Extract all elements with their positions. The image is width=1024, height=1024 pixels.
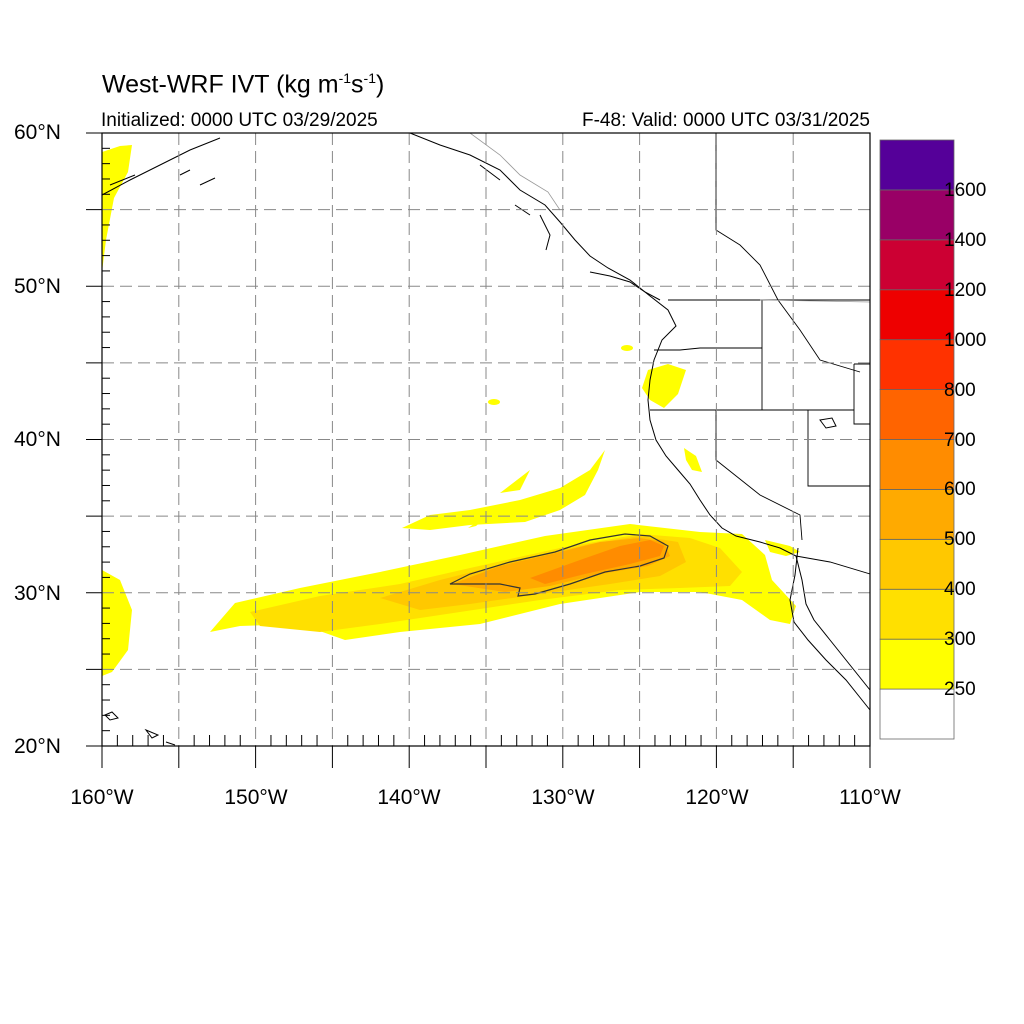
valid-time-label: F-48: Valid: 0000 UTC 03/31/2025 [582,110,870,131]
colorbar-label: 1600 [944,179,987,201]
colorbar-box [879,489,955,540]
colorbar-box [879,538,955,590]
colorbar-label: 1400 [944,229,987,251]
colorbar [879,139,955,740]
lon-label-110w: 110°W [839,786,901,809]
ivt-shading [102,145,800,676]
lat-label-60: 60°N [14,121,61,144]
lat-label-20: 20°N [14,735,61,758]
lon-label-130w: 130°W [531,786,595,809]
ivt-level-700 [530,540,664,584]
initialized-label: Initialized: 0000 UTC 03/29/2025 [101,110,378,131]
colorbar-box [879,289,955,341]
lon-label-160w: 160°W [70,786,134,809]
colorbar-label: 600 [944,479,976,501]
ivt-small-patch [488,399,500,405]
lon-label-140w: 140°W [377,786,441,809]
ivt-baja-patch [765,540,800,556]
ivt-oregon-patch [642,364,686,408]
lon-label-150w: 150°W [224,786,288,809]
map-title: West-WRF IVT (kg m-1s-1) [102,70,385,99]
ivt-small-patch [621,345,633,351]
gridlines [102,133,870,746]
ivt-level-300b [402,450,605,530]
colorbar-box [879,339,955,390]
colorbar-label: 500 [944,529,976,551]
lat-label-50: 50°N [14,275,61,298]
colorbar-label: 300 [944,629,976,651]
colorbar-label: 800 [944,379,976,401]
colorbar-box [879,189,955,241]
colorbar-box [879,688,955,740]
colorbar-box [879,638,955,690]
colorbar-label: 1200 [944,279,987,301]
lon-label-120w: 120°W [685,786,749,809]
axis-ticks [86,132,871,768]
state-borders [650,133,870,575]
colorbar-box [879,389,955,440]
colorbar-label: 250 [944,679,976,701]
lat-label-30: 30°N [14,582,61,605]
colorbar-label: 400 [944,579,976,601]
colorbar-label: 1000 [944,329,987,351]
ivt-ca-patch [684,448,702,472]
colorbar-label: 700 [944,429,976,451]
ivt-northwest-band [102,145,132,272]
lat-label-40: 40°N [14,428,61,451]
thin-borders [469,133,870,303]
colorbar-box [879,588,955,640]
ivt-west-band [102,570,132,676]
ivt-contour-line [449,533,669,597]
ivt-level-300c [468,470,530,528]
colorbar-box [879,239,955,291]
colorbar-box [879,439,955,490]
colorbar-box [879,139,955,191]
